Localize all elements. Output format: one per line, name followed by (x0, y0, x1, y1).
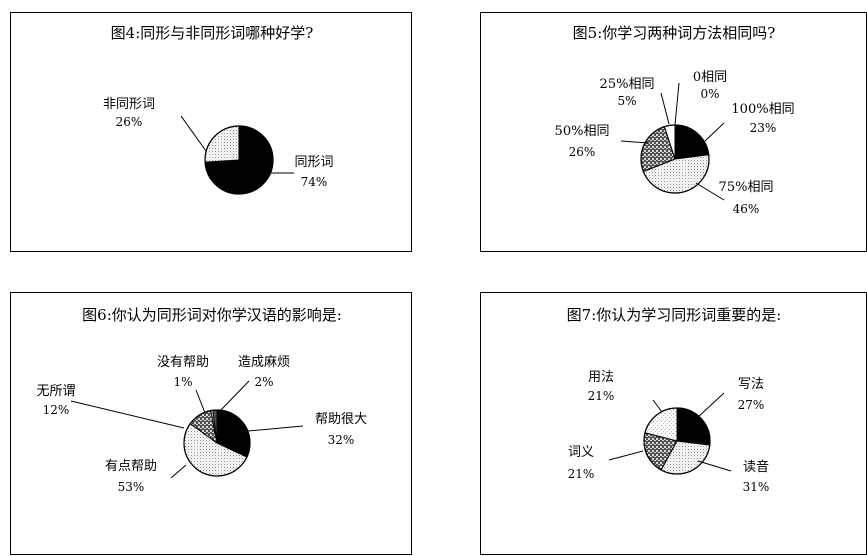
slice-label: 无所谓 (36, 384, 75, 399)
leader-line (695, 182, 725, 201)
chart-title: 图4:同形与非同形词哪种好学? (111, 24, 314, 42)
leader-line (704, 122, 725, 142)
slice-value-label: 26% (116, 115, 143, 129)
leader-line (170, 464, 187, 479)
slice-label: 读音 (743, 459, 769, 475)
slice-label: 50%相同 (555, 124, 610, 139)
slice-label: 用法 (588, 370, 614, 385)
slice-value-label: 27% (738, 398, 765, 412)
slice-value-label: 21% (588, 389, 615, 403)
slice-label: 写法 (738, 377, 764, 392)
slice-value-label: 53% (118, 480, 145, 494)
slice-label: 100%相同 (731, 102, 794, 117)
slice-label: 非同形词 (103, 97, 155, 112)
leader-line (620, 140, 650, 144)
slice-value-label: 2% (254, 375, 273, 389)
slice-value-label: 1% (173, 375, 192, 389)
chart-panel-fig6: 图6:你认为同形词对你学汉语的影响是: 没有帮助 1% 造成麻烦 2% 无所谓 … (10, 292, 412, 555)
pie-slices (183, 409, 251, 477)
pie-outline (204, 125, 274, 195)
leader-line (180, 115, 207, 152)
pie-slice (204, 125, 240, 163)
leader-line (696, 392, 725, 419)
leader-line (247, 425, 304, 432)
slice-label: 有点帮助 (105, 459, 157, 474)
slice-label: 25%相同 (600, 77, 655, 92)
leader-line (652, 399, 663, 413)
slice-value-label: 23% (750, 121, 777, 135)
slice-value-label: 46% (733, 202, 760, 216)
pie-outline (643, 407, 711, 475)
slice-label: 帮助很大 (315, 412, 367, 427)
slice-label: 没有帮助 (157, 355, 209, 370)
slice-label: 造成麻烦 (238, 355, 290, 370)
leader-line (218, 380, 250, 413)
slice-value-label: 26% (569, 145, 596, 159)
slice-value-label: 31% (743, 480, 770, 494)
slice-value-label: 21% (568, 467, 595, 481)
pie-chart-fig7: 图7:你认为学习同形词重要的是: 用法 21% 写法 27% 词义 21% 读音… (567, 306, 782, 494)
slice-value-label: 0% (700, 87, 719, 101)
pie-slices (643, 407, 711, 475)
chart-panel-fig5: 图5:你学习两种词方法相同吗? 25%相同 5% 0相同 0% 100%相同 2… (480, 12, 867, 252)
pie-chart-fig4: 图4:同形与非同形词哪种好学? 非同形词 26% 同形词 74% (103, 24, 334, 195)
leader-line (608, 450, 644, 461)
pie-slices (640, 124, 710, 194)
pie-chart-fig6: 图6:你认为同形词对你学汉语的影响是: 没有帮助 1% 造成麻烦 2% 无所谓 … (36, 306, 367, 494)
pie-slices (204, 125, 274, 195)
chart-panel-fig7: 图7:你认为学习同形词重要的是: 用法 21% 写法 27% 词义 21% 读音… (480, 292, 867, 555)
chart-title: 图6:你认为同形词对你学汉语的影响是: (82, 306, 342, 324)
slice-label: 词义 (568, 445, 594, 460)
pie-outline (183, 409, 251, 477)
slice-label: 75%相同 (719, 180, 774, 195)
chart-panel-fig4: 图4:同形与非同形词哪种好学? 非同形词 26% 同形词 74% (10, 12, 412, 252)
slice-value-label: 5% (617, 94, 636, 108)
slice-value-label: 74% (301, 175, 328, 189)
slice-label: 0相同 (693, 70, 727, 85)
slice-value-label: 32% (328, 433, 355, 447)
leader-line (660, 92, 670, 125)
pie-chart-fig5: 图5:你学习两种词方法相同吗? 25%相同 5% 0相同 0% 100%相同 2… (555, 24, 795, 216)
leader-line (697, 460, 732, 472)
leader-line (195, 389, 206, 414)
chart-title: 图5:你学习两种词方法相同吗? (573, 24, 776, 42)
leader-line (674, 82, 680, 126)
leader-line (70, 400, 185, 429)
pie-slice (676, 407, 711, 446)
chart-title: 图7:你认为学习同形词重要的是: (567, 306, 782, 324)
slice-value-label: 12% (43, 403, 70, 417)
slice-label: 同形词 (294, 155, 333, 170)
